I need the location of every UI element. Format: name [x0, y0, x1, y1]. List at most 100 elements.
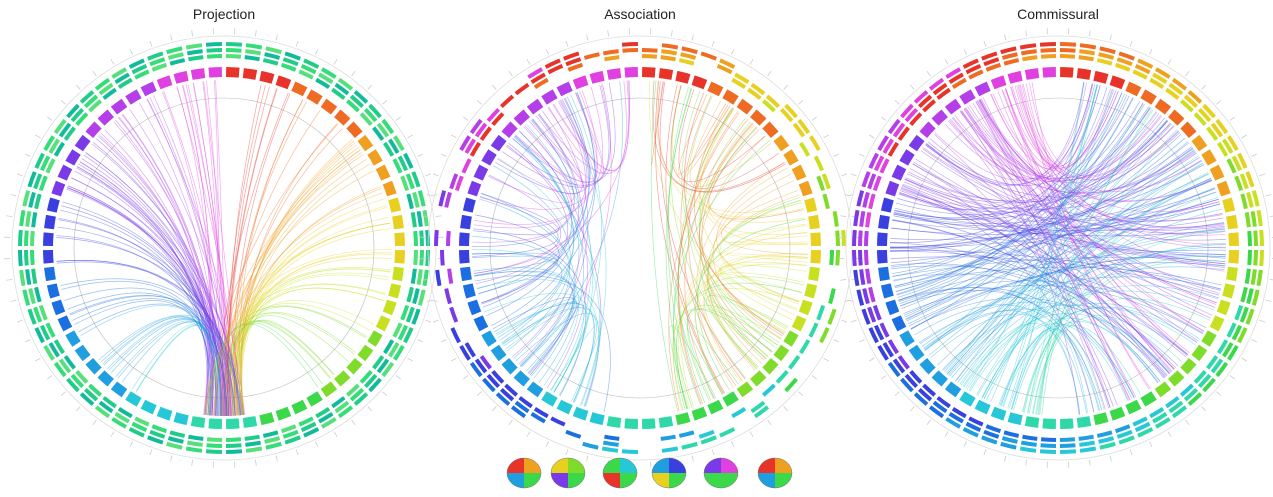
connectogram-commissural — [838, 28, 1273, 468]
connection-chord — [969, 104, 1157, 179]
region-segment — [783, 330, 799, 347]
region-segment — [1024, 416, 1040, 428]
outer-ring-segment — [821, 173, 831, 190]
region-segment — [125, 391, 142, 407]
connection-chord — [149, 97, 226, 416]
outer-ring-segment — [765, 94, 780, 109]
connection-chord — [60, 278, 239, 416]
connection-chord — [234, 315, 349, 416]
outer-ring-segment — [479, 126, 492, 141]
outer-ring-segment — [799, 339, 811, 355]
outer-ring-segment — [504, 383, 519, 397]
outer-ring-segment — [117, 77, 133, 89]
connection-chord — [699, 117, 776, 348]
connection-chord — [104, 129, 214, 416]
connection-chord — [998, 307, 1196, 406]
region-segment — [226, 67, 240, 78]
label-tick — [909, 84, 915, 90]
outer-ring-segment — [1237, 327, 1248, 344]
connection-chord — [963, 108, 1204, 332]
connection-chord — [997, 90, 1175, 370]
outer-ring-segment — [816, 304, 826, 321]
outer-ring-segment — [169, 430, 186, 438]
outer-ring-segment — [1114, 424, 1131, 434]
connection-chord — [990, 83, 1094, 169]
region-segment — [392, 214, 404, 230]
connection-chord — [1016, 85, 1225, 272]
outer-ring-segment — [819, 327, 830, 344]
connection-chord — [67, 187, 223, 416]
outer-ring-segment — [816, 175, 826, 192]
connection-chord — [676, 282, 802, 410]
region-segment — [691, 406, 708, 421]
region-segment — [74, 344, 91, 362]
connection-chord — [56, 237, 241, 416]
label-tick — [351, 71, 356, 77]
outer-ring-segment — [828, 288, 836, 305]
outer-ring-segment — [438, 190, 447, 207]
outer-ring-segment — [114, 72, 130, 84]
outer-ring-segment — [34, 193, 42, 210]
connection-chord — [1022, 83, 1220, 213]
region-segment — [226, 418, 240, 429]
brain-left-lateral-icon — [506, 457, 542, 489]
connection-chord — [79, 161, 223, 416]
connection-chord — [954, 115, 1217, 305]
region-segment — [589, 412, 605, 426]
connection-chord — [212, 170, 374, 416]
outer-ring-segment — [265, 46, 282, 55]
region-segment — [572, 406, 589, 421]
connection-chord — [926, 143, 1226, 234]
outer-ring-segment — [264, 436, 281, 444]
title-commissural: Commissural — [1017, 6, 1099, 22]
label-tick — [811, 116, 817, 121]
outer-ring-segment — [1000, 46, 1017, 55]
connection-chord — [896, 120, 1168, 216]
outer-ring-segment — [792, 122, 806, 138]
outer-ring-segment — [131, 421, 148, 433]
outer-ring-segment — [900, 377, 914, 393]
connection-chord — [669, 325, 717, 410]
connection-chord — [651, 81, 664, 165]
outer-ring-segment — [479, 355, 492, 370]
outer-ring-segment — [206, 443, 223, 448]
connection-chord — [694, 218, 806, 395]
outer-ring-segment — [1210, 122, 1224, 138]
connection-chord — [716, 272, 805, 334]
outer-ring-segment — [280, 62, 297, 72]
outer-ring-segment — [1098, 436, 1115, 444]
connection-chord — [1011, 329, 1095, 413]
connection-chord — [103, 316, 216, 416]
outer-ring-segment — [1245, 171, 1255, 188]
connection-chord — [961, 110, 1217, 304]
label-tick — [526, 431, 531, 437]
label-tick — [16, 319, 23, 323]
connection-chord — [67, 185, 235, 416]
connection-chord — [684, 103, 734, 178]
connection-chord — [208, 321, 331, 416]
connection-chord — [898, 120, 1168, 301]
connection-chord — [905, 97, 1134, 320]
connection-chord — [76, 167, 217, 416]
connection-chord — [930, 313, 1087, 414]
outer-ring-segment — [808, 322, 819, 338]
connection-chord — [946, 141, 1189, 375]
connection-chord — [1000, 81, 1084, 407]
outer-ring-segment — [70, 373, 85, 388]
outer-ring-segment — [1234, 304, 1244, 321]
outer-ring-segment — [1179, 99, 1194, 113]
label-tick — [1201, 84, 1207, 90]
label-tick — [1251, 153, 1258, 157]
connection-chord — [891, 203, 1221, 235]
outer-ring-segment — [1022, 55, 1038, 62]
connection-chord — [892, 93, 1125, 277]
outer-ring-segment — [83, 94, 99, 109]
outer-ring-segment — [909, 112, 923, 127]
outer-ring-segment — [1137, 427, 1154, 438]
connection-chord — [108, 318, 218, 416]
label-tick — [422, 215, 429, 217]
label-tick — [691, 34, 694, 41]
outer-ring-segment — [368, 103, 382, 119]
outer-ring-segment — [928, 77, 945, 91]
outer-ring-segment — [1020, 49, 1037, 56]
